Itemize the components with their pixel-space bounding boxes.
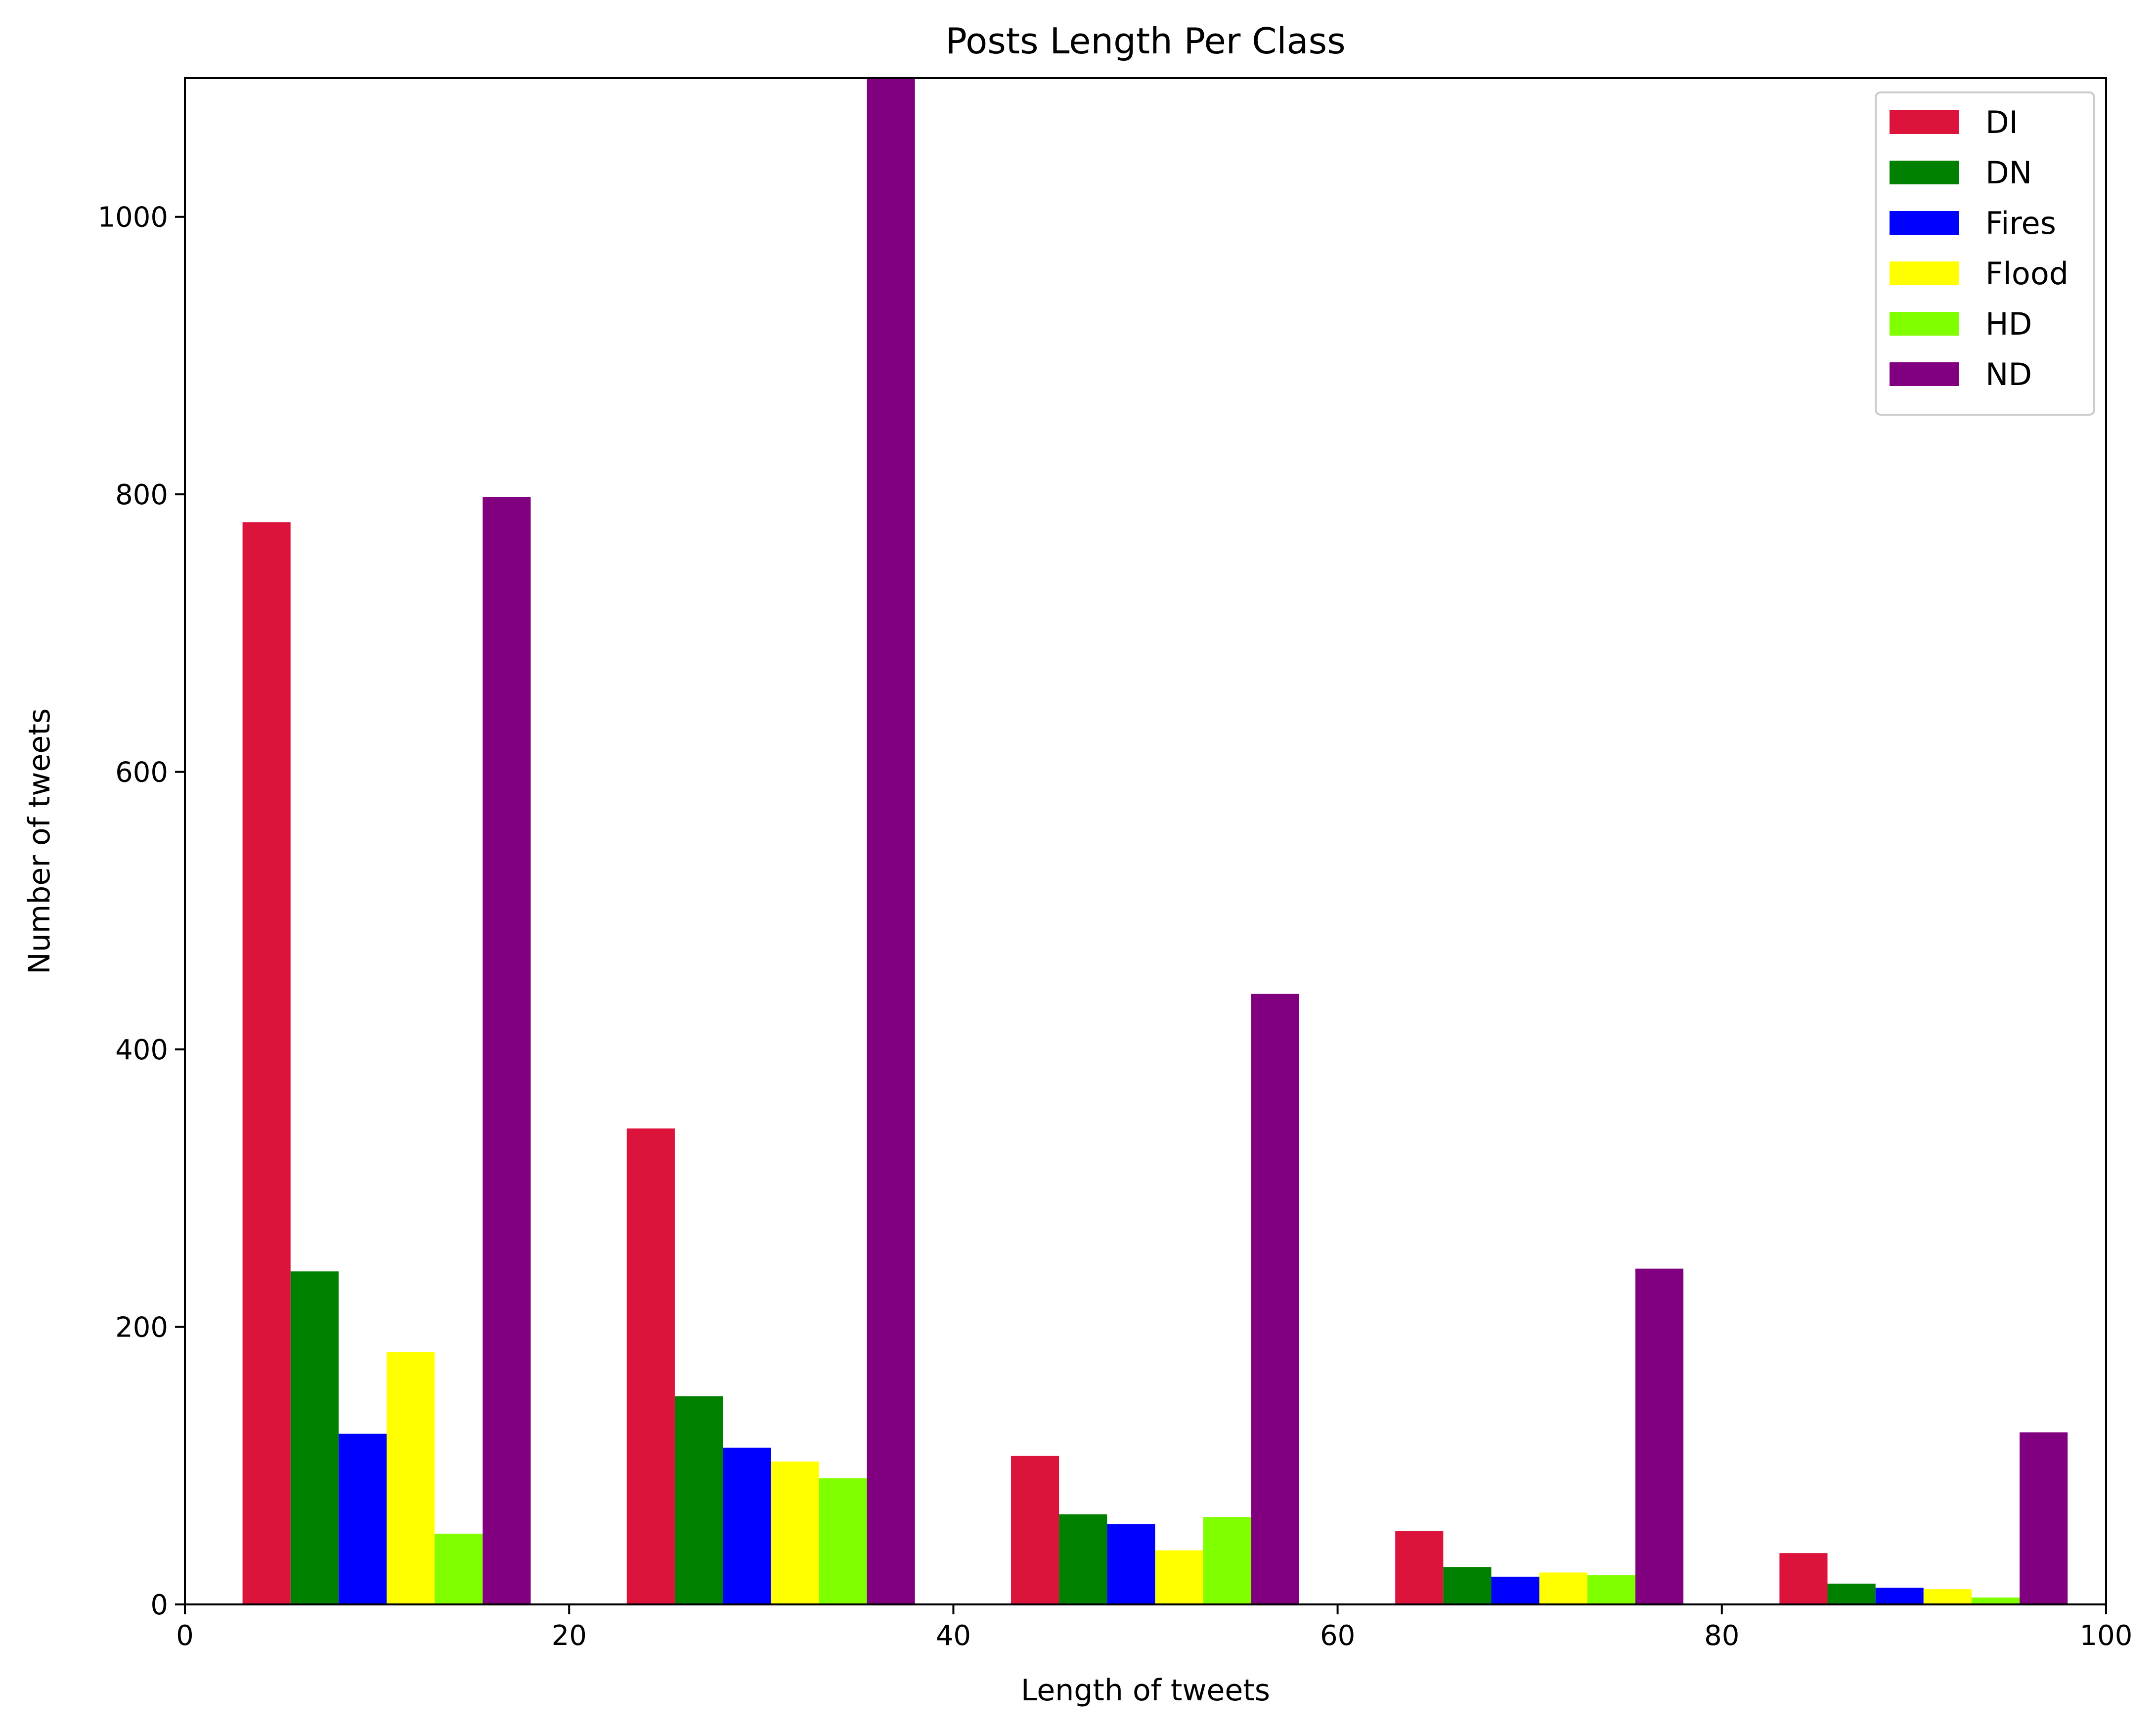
bar-hd-bin-1 — [435, 1533, 483, 1604]
bar-hd-bin-3 — [1203, 1517, 1251, 1604]
bar-dn-bin-2 — [674, 1396, 723, 1604]
y-tick-label: 0 — [150, 1589, 168, 1621]
legend-swatch-flood — [1890, 261, 1959, 285]
legend-label-hd: HD — [1985, 306, 2032, 342]
bar-flood-bin-5 — [1923, 1589, 1972, 1604]
legend-label-di: DI — [1985, 104, 2018, 140]
bar-flood-bin-1 — [387, 1352, 435, 1604]
legend-label-flood: Flood — [1985, 256, 2068, 292]
bar-flood-bin-3 — [1155, 1550, 1203, 1604]
bar-di-bin-4 — [1395, 1531, 1444, 1604]
legend-swatch-dn — [1890, 161, 1959, 184]
x-tick-label: 80 — [1704, 1620, 1739, 1652]
y-tick-label: 1000 — [97, 202, 168, 234]
legend-swatch-nd — [1890, 362, 1959, 386]
bar-di-bin-3 — [1011, 1456, 1059, 1604]
y-tick-label: 200 — [115, 1312, 168, 1344]
bars-group — [242, 78, 2068, 1605]
bar-nd-bin-5 — [2020, 1432, 2068, 1604]
bar-fires-bin-2 — [723, 1447, 771, 1604]
legend-swatch-di — [1890, 110, 1959, 134]
x-tick-label: 0 — [176, 1620, 194, 1652]
chart-title: Posts Length Per Class — [945, 20, 1345, 62]
legend-label-nd: ND — [1985, 356, 2032, 392]
x-tick-label: 20 — [552, 1620, 587, 1652]
bar-hd-bin-5 — [1971, 1597, 2020, 1604]
bar-dn-bin-3 — [1059, 1514, 1107, 1604]
bar-nd-bin-4 — [1635, 1268, 1684, 1604]
bar-di-bin-1 — [242, 522, 291, 1605]
legend-label-dn: DN — [1985, 155, 2032, 191]
bar-fires-bin-4 — [1491, 1576, 1540, 1604]
legend-swatch-hd — [1890, 312, 1959, 336]
legend-label-fires: Fires — [1985, 205, 2056, 241]
bar-nd-bin-1 — [483, 497, 531, 1604]
bar-nd-bin-3 — [1251, 994, 1299, 1604]
bar-di-bin-2 — [626, 1128, 675, 1604]
x-tick-label: 40 — [936, 1620, 971, 1652]
y-tick-label: 800 — [115, 479, 168, 511]
bar-di-bin-5 — [1779, 1553, 1828, 1604]
x-tick-label: 60 — [1320, 1620, 1355, 1652]
plot-frame — [184, 77, 2107, 1605]
bar-nd-bin-2 — [867, 78, 915, 1604]
y-tick-label: 600 — [115, 757, 168, 789]
x-tick-label: 100 — [2080, 1620, 2133, 1652]
bar-flood-bin-2 — [771, 1461, 819, 1604]
bar-hd-bin-4 — [1587, 1575, 1635, 1604]
legend-swatch-fires — [1890, 211, 1959, 235]
bar-dn-bin-1 — [290, 1271, 339, 1604]
bar-flood-bin-4 — [1539, 1572, 1587, 1604]
bar-fires-bin-1 — [338, 1433, 387, 1604]
bar-dn-bin-5 — [1827, 1583, 1876, 1604]
x-axis-label: Length of tweets — [1021, 1673, 1270, 1708]
bar-fires-bin-5 — [1875, 1588, 1924, 1604]
legend: DI DN Fires Flood HD ND — [1875, 91, 2095, 416]
y-axis-label: Number of tweets — [22, 708, 57, 974]
bar-dn-bin-4 — [1443, 1567, 1492, 1604]
bar-fires-bin-3 — [1107, 1524, 1155, 1604]
y-tick-label: 400 — [115, 1034, 168, 1066]
bar-hd-bin-2 — [819, 1478, 867, 1604]
